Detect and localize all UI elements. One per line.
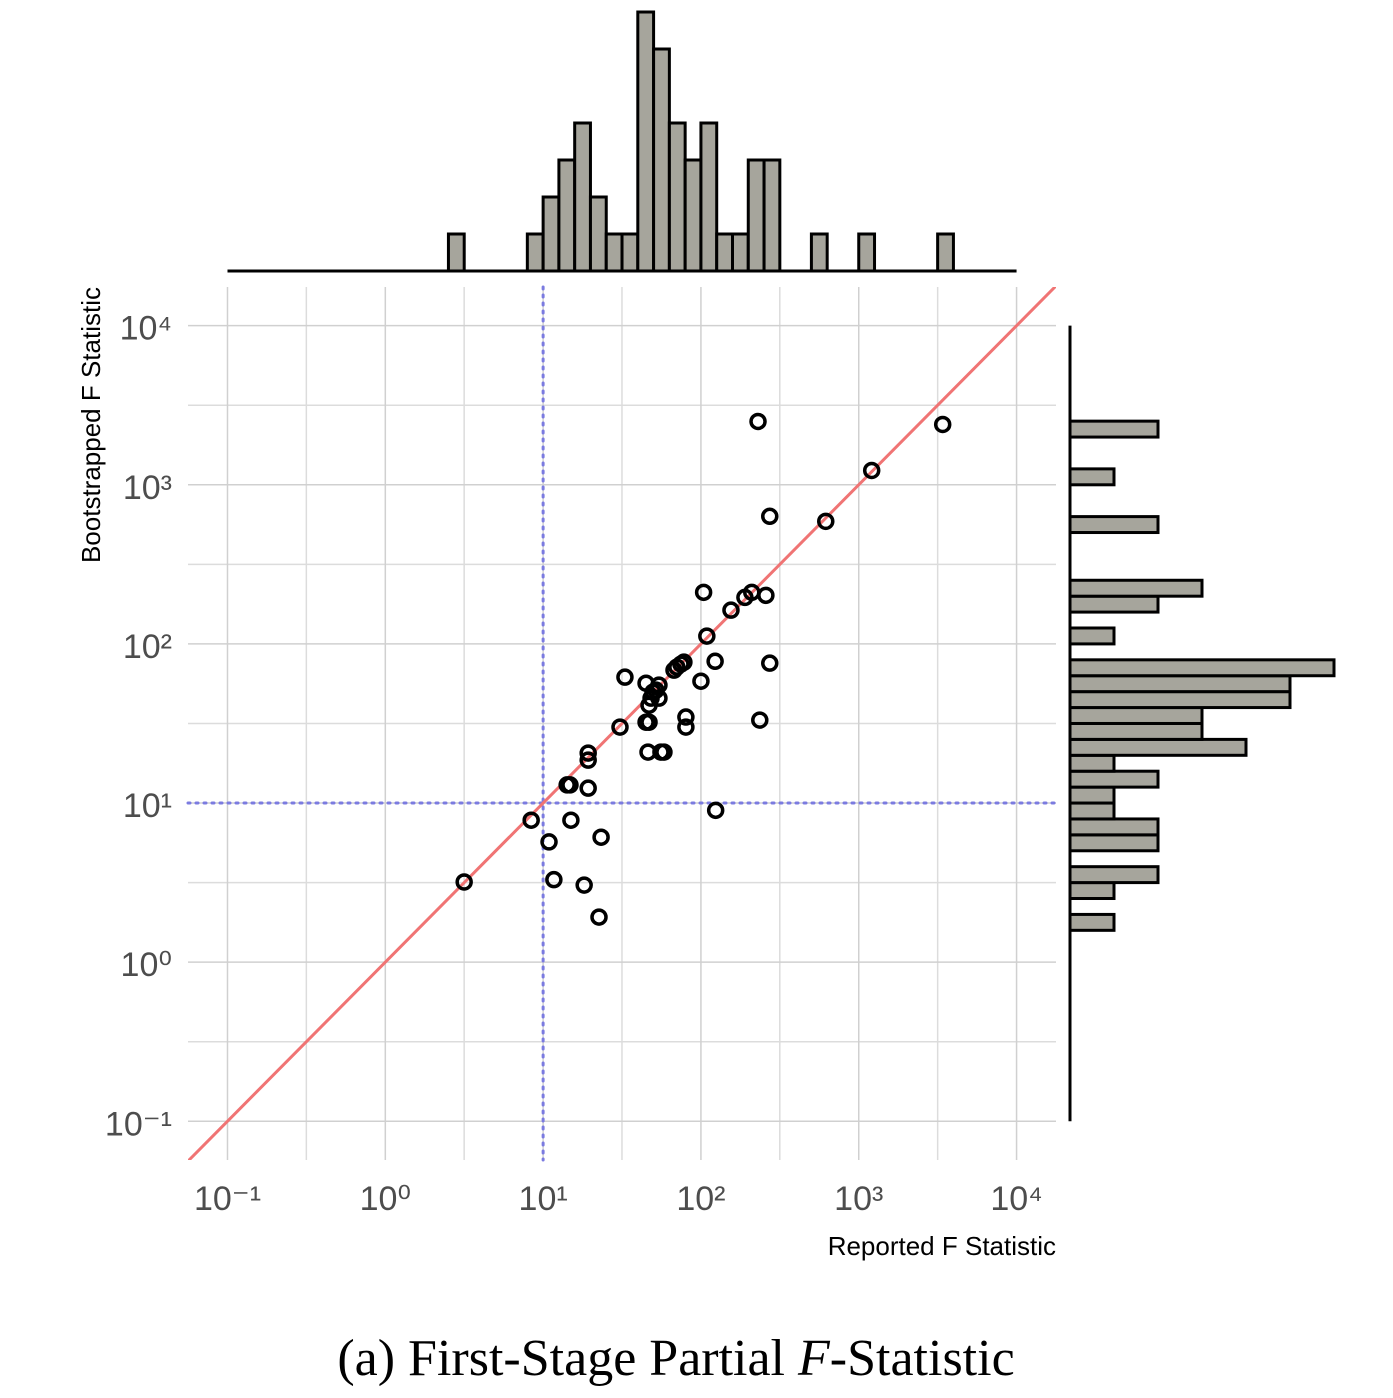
point <box>749 412 767 431</box>
histogram-bar <box>604 232 624 273</box>
histogram-bar <box>1068 817 1160 837</box>
point <box>590 908 608 926</box>
histogram-bar <box>1068 881 1116 901</box>
histogram-bar <box>1068 578 1204 598</box>
point <box>761 507 779 526</box>
histogram-bar <box>1068 658 1336 678</box>
y-tick-label: 10¹ <box>123 787 172 825</box>
histogram-bar <box>1068 467 1116 487</box>
histogram-bar <box>1068 753 1116 773</box>
histogram-bar <box>1068 865 1160 885</box>
histogram-bar <box>1068 674 1292 694</box>
point <box>692 672 710 690</box>
histogram-bar <box>1068 515 1160 535</box>
point <box>540 833 558 851</box>
y-axis-label: Bootstrapped F Statistic <box>76 287 106 563</box>
histogram-bar <box>652 47 671 273</box>
point <box>561 776 579 794</box>
x-tick-label: 10¹ <box>519 1180 568 1218</box>
point <box>722 601 740 619</box>
point <box>640 713 658 731</box>
point <box>706 801 725 820</box>
point <box>817 512 835 531</box>
point <box>545 870 563 889</box>
histogram-bar <box>1068 419 1160 439</box>
y-tick-label: 10⁴ <box>120 310 172 348</box>
point <box>655 743 673 761</box>
histogram-bar <box>857 232 877 273</box>
caption-text: F <box>797 1330 831 1387</box>
x-tick-label: 10³ <box>834 1180 883 1218</box>
histogram-bar <box>1068 833 1160 853</box>
point <box>522 811 540 829</box>
histogram-bar <box>620 232 640 273</box>
point <box>698 627 716 645</box>
y-tick-label: 10³ <box>123 469 172 507</box>
point <box>751 711 769 729</box>
point <box>455 873 473 891</box>
x-axis-label: Reported F Statistic <box>828 1231 1056 1261</box>
x-tick-label: 10⁰ <box>360 1180 411 1218</box>
point <box>677 708 695 726</box>
point <box>677 718 695 736</box>
histogram-bar <box>746 158 766 273</box>
caption-text: (a) First-Stage Partial <box>337 1330 798 1387</box>
histogram-bar <box>1068 721 1204 741</box>
point <box>575 876 593 894</box>
histogram-bar <box>683 158 703 273</box>
histogram-bar <box>699 121 719 273</box>
histogram-bar <box>588 195 608 273</box>
y-tick-label: 10² <box>123 628 172 666</box>
point <box>579 779 597 797</box>
histogram-bar <box>1068 801 1116 821</box>
y-tick-label: 10⁰ <box>121 946 172 984</box>
point <box>616 668 634 686</box>
histogram-bar <box>1068 706 1204 725</box>
histogram-bar <box>557 158 577 273</box>
histogram-bar <box>809 232 829 273</box>
x-tick-label: 10² <box>676 1180 725 1218</box>
histogram-bar <box>1068 594 1160 614</box>
point <box>933 415 952 434</box>
histogram-bar <box>762 158 782 273</box>
histogram-bar <box>541 195 561 273</box>
histogram-bar <box>1068 690 1292 710</box>
point <box>579 744 597 762</box>
histogram-bar <box>730 232 750 273</box>
histogram-bar <box>667 121 687 273</box>
point <box>611 718 629 736</box>
point <box>650 689 668 707</box>
point <box>592 828 610 846</box>
histogram-bar <box>525 232 545 273</box>
point <box>706 652 724 671</box>
identity-line <box>188 287 1056 1160</box>
caption-text: -Statistic <box>830 1330 1015 1387</box>
x-tick-label: 10⁻¹ <box>194 1180 261 1218</box>
histogram-bar <box>573 121 592 273</box>
histogram-bar <box>1068 769 1160 789</box>
x-tick-label: 10⁴ <box>990 1180 1042 1218</box>
histogram-bar <box>1068 785 1116 805</box>
histogram-bar <box>446 232 466 273</box>
histogram-bar <box>1068 737 1248 757</box>
point <box>694 583 713 602</box>
point <box>862 461 881 480</box>
caption: (a) First-Stage Partial F-Statistic <box>337 1330 1014 1387</box>
point <box>675 653 693 671</box>
point <box>761 654 779 672</box>
histogram-bar <box>936 232 955 273</box>
point <box>757 586 775 605</box>
point <box>562 811 580 829</box>
y-tick-label: 10⁻¹ <box>105 1105 172 1143</box>
histogram-bar <box>715 232 734 273</box>
histogram-bar <box>1068 626 1116 646</box>
histogram-bar <box>1068 912 1116 932</box>
point <box>579 751 597 769</box>
histogram-bar <box>636 10 656 273</box>
